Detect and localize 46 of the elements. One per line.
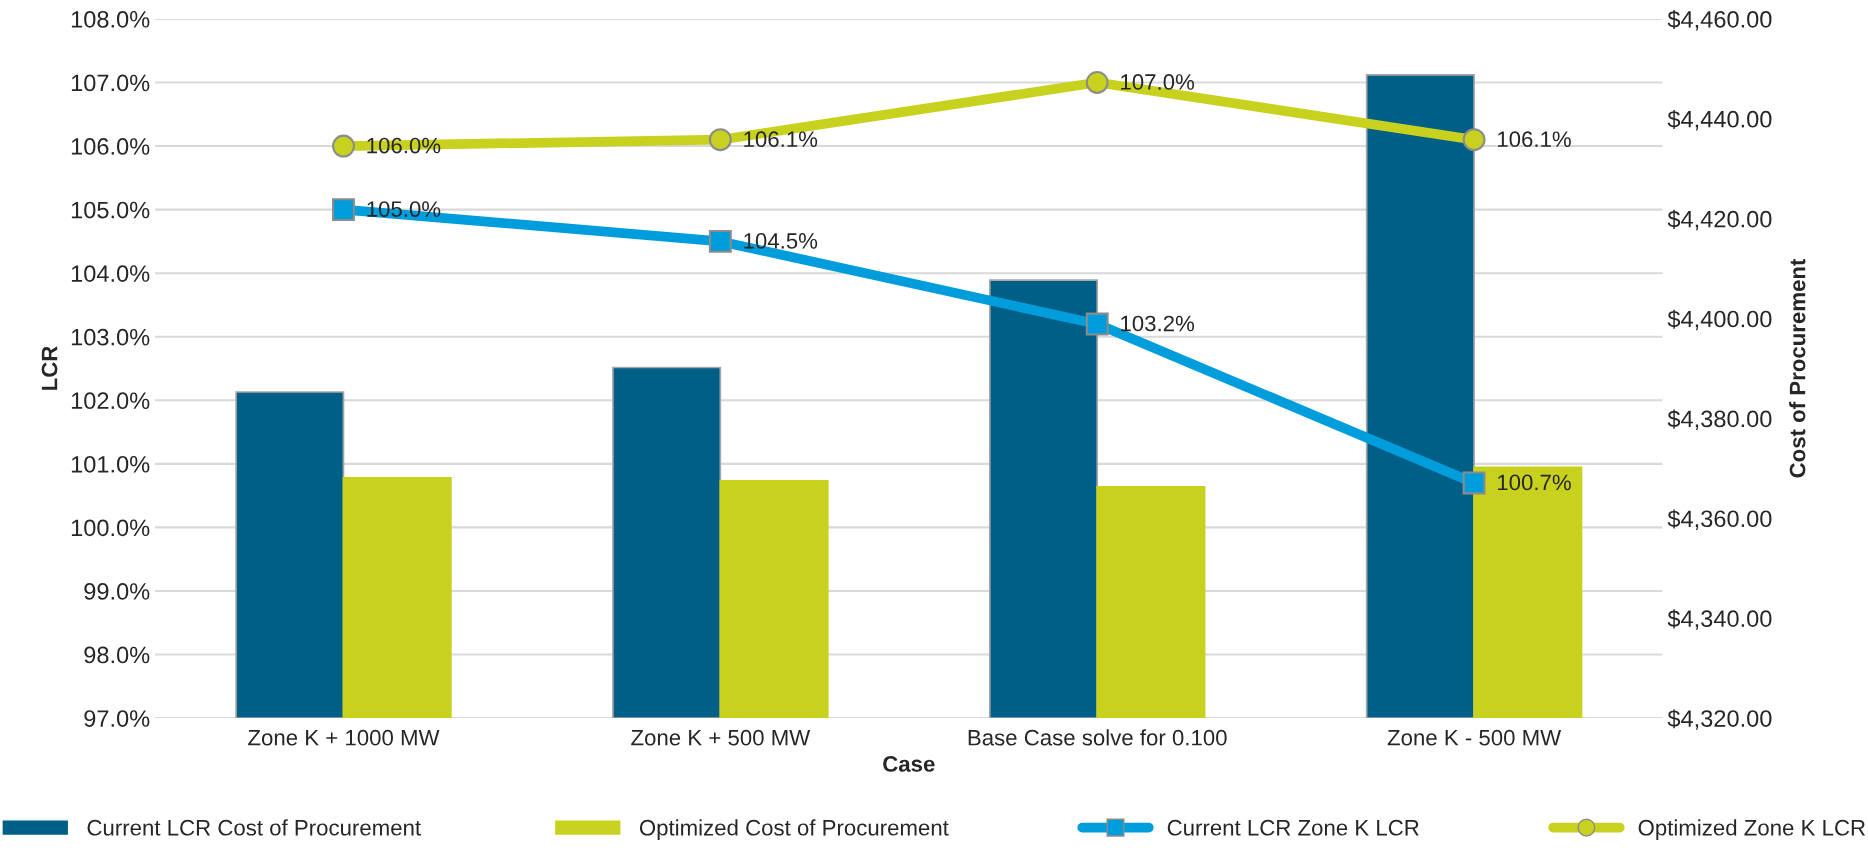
y-axis-title: LCR xyxy=(41,346,58,390)
y-tick-label: 105.0% xyxy=(71,201,150,219)
point xyxy=(1085,312,1109,336)
x-tick-label: Base Case solve for 0.100 xyxy=(968,729,1227,746)
y2-tick-label: $4,400.00 xyxy=(1667,309,1772,331)
legend-label: Current LCR Zone K LCR xyxy=(1167,819,1419,836)
y-tick-label: 99.0% xyxy=(84,583,150,600)
point xyxy=(1462,471,1486,495)
y-tick-label: 98.0% xyxy=(84,646,150,664)
y2-tick-label: $4,340.00 xyxy=(1667,609,1772,630)
data-label: 100.7% xyxy=(1498,474,1571,491)
point xyxy=(332,198,355,222)
y2-tick-label: $4,440.00 xyxy=(1667,109,1772,131)
point xyxy=(332,134,355,158)
y-tick-label: 108.0% xyxy=(71,10,150,28)
y-tick-label: 106.0% xyxy=(71,138,150,155)
y2-tick-label: $4,380.00 xyxy=(1667,409,1772,431)
y2-tick-label: $4,320.00 xyxy=(1667,709,1772,730)
y-tick-label: 104.0% xyxy=(71,265,150,282)
point xyxy=(708,128,732,152)
point xyxy=(1462,128,1486,152)
point xyxy=(1085,71,1109,94)
data-label: 107.0% xyxy=(1121,74,1195,90)
legend-label: Optimized Cost of Procurement xyxy=(639,819,949,840)
x-tick-label: Zone K + 500 MW xyxy=(631,729,811,746)
y-tick-label: 107.0% xyxy=(71,74,150,92)
x-tick-label: Zone K + 1000 MW xyxy=(248,729,440,746)
y2-tick-label: $4,460.00 xyxy=(1667,10,1772,31)
x-tick-label: Zone K - 500 MW xyxy=(1387,729,1562,746)
x-axis-title: Case xyxy=(883,756,935,772)
point xyxy=(708,229,732,253)
y-tick-label: 100.0% xyxy=(71,519,150,537)
data-label: 106.1% xyxy=(1498,131,1571,148)
data-label: 106.1% xyxy=(744,131,818,148)
data-label: 104.5% xyxy=(744,233,818,249)
y-tick-label: 97.0% xyxy=(84,710,150,727)
y2-tick-label: $4,420.00 xyxy=(1667,209,1772,231)
y-tick-label: 102.0% xyxy=(71,392,150,410)
y-tick-label: 103.0% xyxy=(71,328,150,346)
y-tick-label: 101.0% xyxy=(71,455,150,473)
y2-axis-title: Cost of Procurement xyxy=(1789,258,1806,478)
data-label: 106.0% xyxy=(367,137,441,154)
legend-label: Optimized Zone K LCR xyxy=(1638,819,1866,840)
legend-label: Current LCR Cost of Procurement xyxy=(87,819,421,836)
y2-tick-label: $4,360.00 xyxy=(1667,509,1772,530)
data-label: 103.2% xyxy=(1121,315,1195,332)
